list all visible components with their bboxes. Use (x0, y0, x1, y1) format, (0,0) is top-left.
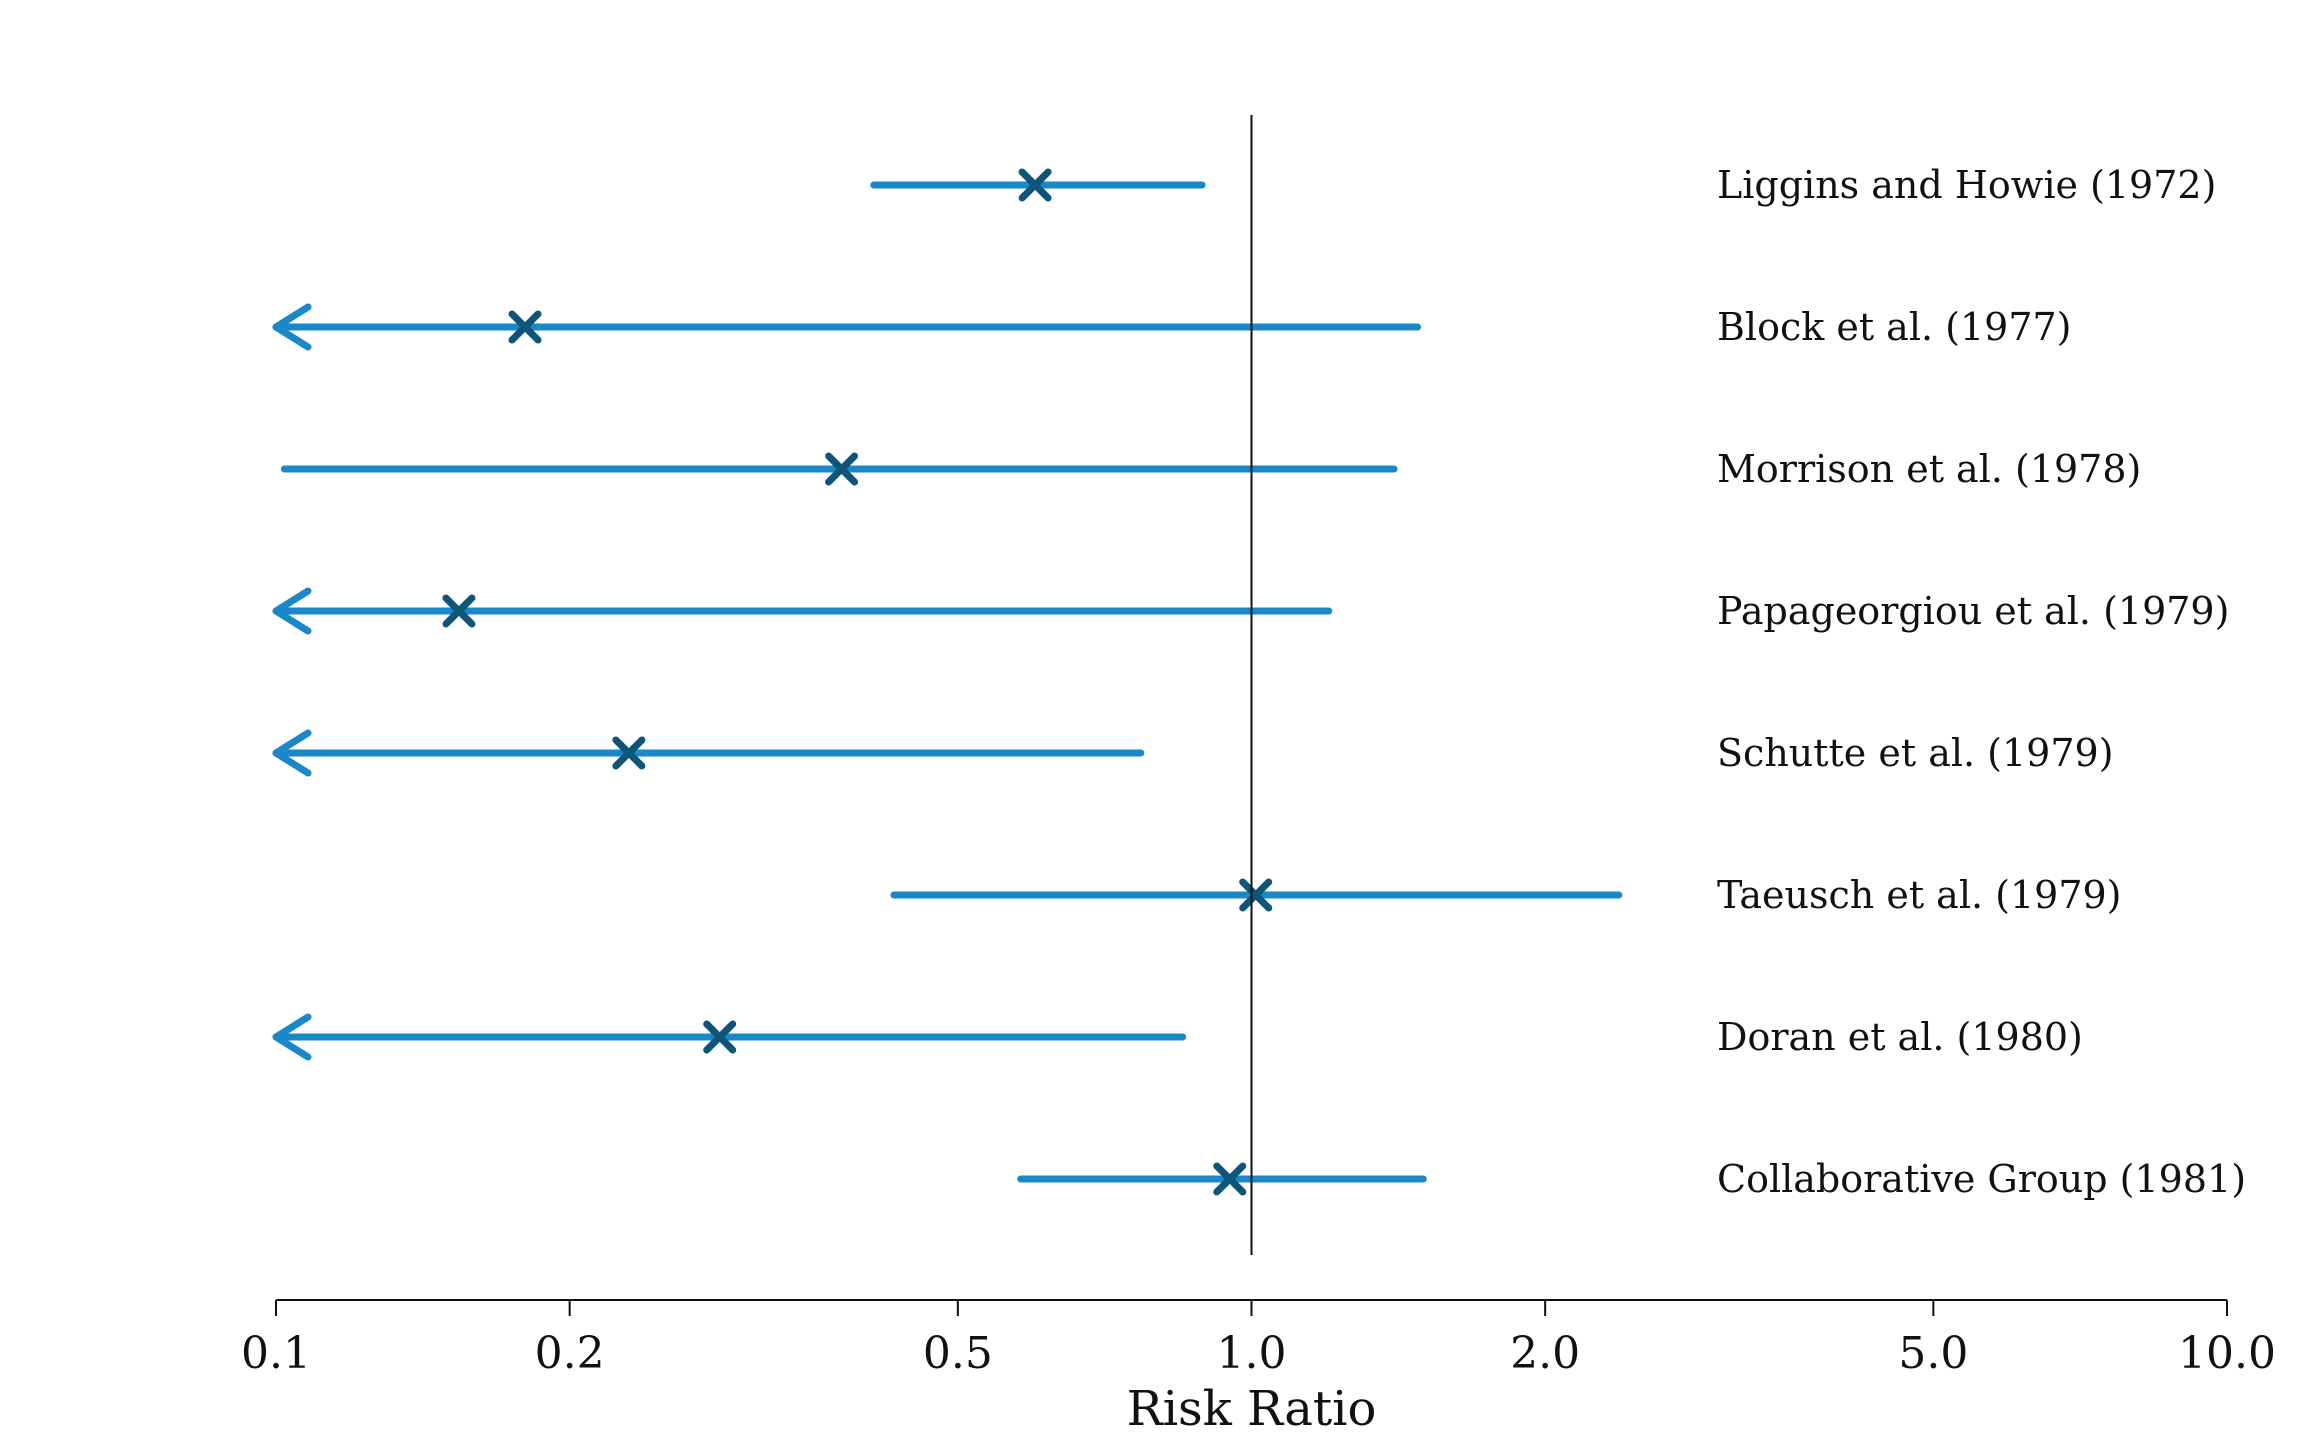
study-label: Collaborative Group (1981) (1717, 1157, 2246, 1201)
x-axis-title: Risk Ratio (1127, 1381, 1377, 1437)
study-row: Doran et al. (1980) (272, 1013, 2083, 1061)
x-tick-label: 2.0 (1510, 1328, 1580, 1379)
study-label: Schutte et al. (1979) (1717, 731, 2114, 775)
point-estimate-marker (612, 736, 646, 770)
truncation-arrow-icon (272, 1013, 312, 1061)
point-estimate-marker (1239, 878, 1273, 912)
study-row: Papageorgiou et al. (1979) (272, 587, 2229, 635)
x-tick-label: 10.0 (2178, 1328, 2276, 1379)
study-label: Liggins and Howie (1972) (1717, 163, 2216, 207)
study-row: Collaborative Group (1981) (1017, 1157, 2246, 1201)
truncation-arrow-icon (272, 587, 312, 635)
study-row: Morrison et al. (1978) (280, 447, 2141, 491)
study-row: Schutte et al. (1979) (272, 729, 2114, 777)
point-estimate-marker (1018, 168, 1052, 202)
study-label: Papageorgiou et al. (1979) (1717, 589, 2229, 633)
point-estimate-marker (1213, 1162, 1247, 1196)
study-label: Block et al. (1977) (1717, 305, 2072, 349)
x-tick-label: 0.1 (241, 1328, 311, 1379)
truncation-arrow-icon (272, 729, 312, 777)
study-row: Block et al. (1977) (272, 303, 2072, 351)
point-estimate-marker (825, 452, 859, 486)
point-estimate-marker (508, 310, 542, 344)
study-label: Doran et al. (1980) (1717, 1015, 2083, 1059)
study-rows: Liggins and Howie (1972) Block et al. (19… (272, 163, 2246, 1201)
x-tick-label: 0.2 (535, 1328, 605, 1379)
x-tick-label: 0.5 (923, 1328, 993, 1379)
x-tick-label: 1.0 (1217, 1328, 1287, 1379)
study-label: Morrison et al. (1978) (1717, 447, 2141, 491)
point-estimate-marker (442, 594, 476, 628)
study-row: Taeusch et al. (1979) (890, 873, 2122, 917)
study-label: Taeusch et al. (1979) (1717, 873, 2122, 917)
truncation-arrow-icon (272, 303, 312, 351)
x-axis: 0.1 0.2 0.5 1.0 2.0 5.0 10.0 (241, 1299, 2276, 1379)
point-estimate-marker (703, 1020, 737, 1054)
x-tick-label: 5.0 (1898, 1328, 1968, 1379)
study-row: Liggins and Howie (1972) (870, 163, 2216, 207)
